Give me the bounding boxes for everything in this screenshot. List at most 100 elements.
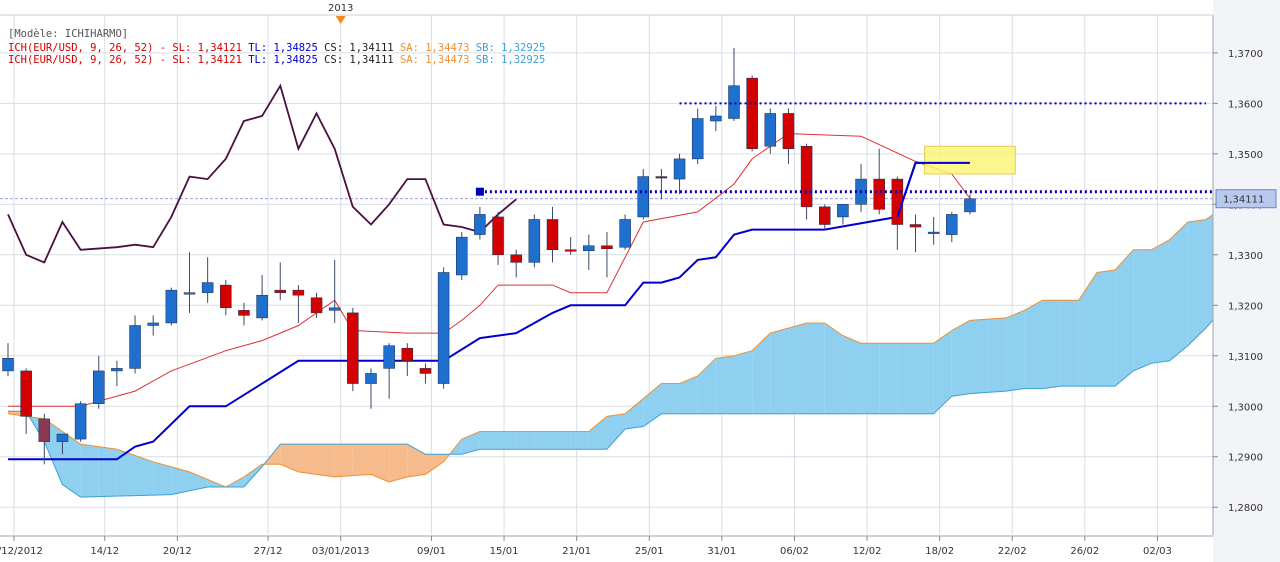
cloud-segment [1060,300,1079,387]
cloud-segment [135,455,154,496]
legend-item: SA: 1,34473 [394,54,470,66]
x-tick-label: 20/12 [163,546,192,557]
legend-item: ICH(EUR/USD, 9, 26, 52) - SL: 1,34121 [8,54,242,66]
x-tick-label: 21/01 [562,546,591,557]
candle-1 [20,370,32,417]
candle-17 [310,297,323,314]
legend-item: SB: 1,32925 [469,42,545,54]
x-tick-label: 05/12/2012 [0,546,43,557]
y-tick-label: 1,3100 [1228,352,1263,363]
y-tick-label: 1,2900 [1228,453,1263,464]
model-label: [Modèle: ICHIHARMO] [8,28,128,40]
candle-2 [38,418,51,442]
candle-18 [328,307,341,311]
candle-34 [619,219,631,248]
forecast-box [924,145,1016,175]
senkou-span-a-line [7,206,1225,488]
current-price-label: 1,34111 [1223,195,1264,206]
cloud-segment [516,431,535,450]
cloud-segment [498,431,517,450]
tenkan-sen-line [8,133,971,407]
cloud-segment [734,350,753,414]
chikou-span-line [7,83,517,264]
cloud-segment [988,317,1007,393]
cloud-segment [861,343,880,414]
cloud-segment [1115,249,1134,387]
candle-45 [819,206,831,225]
y-tick-label: 1,3000 [1228,402,1263,413]
legend-row-1: ICH(EUR/USD, 9, 26, 52) - SL: 1,34121 TL… [8,54,545,66]
candle-15 [274,289,286,293]
candle-5 [93,370,105,404]
x-tick-label: 27/12 [254,546,283,557]
candle-8 [147,322,159,326]
x-tick-label: 18/02 [925,546,954,557]
cloud-segment [806,322,825,414]
cloud-segment [570,431,589,450]
cloud-segment [606,413,626,450]
x-tick-label: 14/12 [90,546,119,557]
candle-53 [964,198,976,213]
candle-12 [220,284,232,309]
candle-41 [746,77,758,150]
y-tick-label: 1,3500 [1228,150,1263,161]
candle-3 [56,433,69,442]
cloud-segment [98,446,117,497]
cloud-segment [479,431,499,450]
candle-10 [183,292,196,295]
candle-13 [238,310,250,316]
x-tick-label: 15/01 [490,546,519,557]
candle-6 [111,368,123,372]
cloud-segment [534,431,553,450]
legend-item: ICH(EUR/USD, 9, 26, 52) - SL: 1,34121 [8,42,242,54]
candle-16 [292,289,305,296]
candle-49 [891,178,904,225]
candle-30 [546,219,559,251]
y-tick-label: 1,3600 [1228,99,1263,110]
cloud-segment [951,320,970,397]
cloud-segment [1078,272,1097,387]
cloud-segment [1169,221,1188,361]
candle-43 [782,113,795,150]
cloud-segment [679,375,698,414]
candle-48 [873,178,885,210]
x-tick-label: 31/01 [707,546,736,557]
candle-4 [74,403,87,440]
overlays [475,102,1235,218]
x-tick-label: 06/02 [780,546,809,557]
senkou-span-b-line [8,307,1225,498]
cloud-segment [788,322,807,414]
candle-22 [401,347,414,362]
x-tick-label: 25/01 [635,546,664,557]
cloud-segment [715,355,734,414]
candle-42 [764,113,777,147]
candle-24 [437,272,450,384]
candle-28 [510,254,522,263]
candle-14 [256,294,268,319]
cloud-segment [969,319,989,394]
candle-33 [601,245,613,249]
candle-35 [637,176,649,218]
candle-51 [927,231,940,234]
y-tick-label: 1,2800 [1228,503,1263,514]
cloud-segment [1187,219,1206,346]
y-axis-background [1213,0,1280,562]
candle-11 [201,282,214,293]
cloud-segment [1151,239,1170,364]
legend-item: TL: 1,34825 [242,42,318,54]
candle-52 [946,214,958,235]
cloud-segment [352,444,371,476]
candle-38 [691,118,704,160]
cloud-segment [171,466,190,495]
candle-46 [837,204,849,218]
candle-36 [655,176,668,179]
cloud-segment [371,444,390,482]
candle-44 [800,146,813,208]
cloud-segment [280,444,299,472]
cloud-segment [824,322,843,414]
candle-21 [383,345,395,369]
cloud-segment [933,330,952,414]
x-tick-label: 02/03 [1143,546,1172,557]
kijun-sen-projection [896,161,970,218]
